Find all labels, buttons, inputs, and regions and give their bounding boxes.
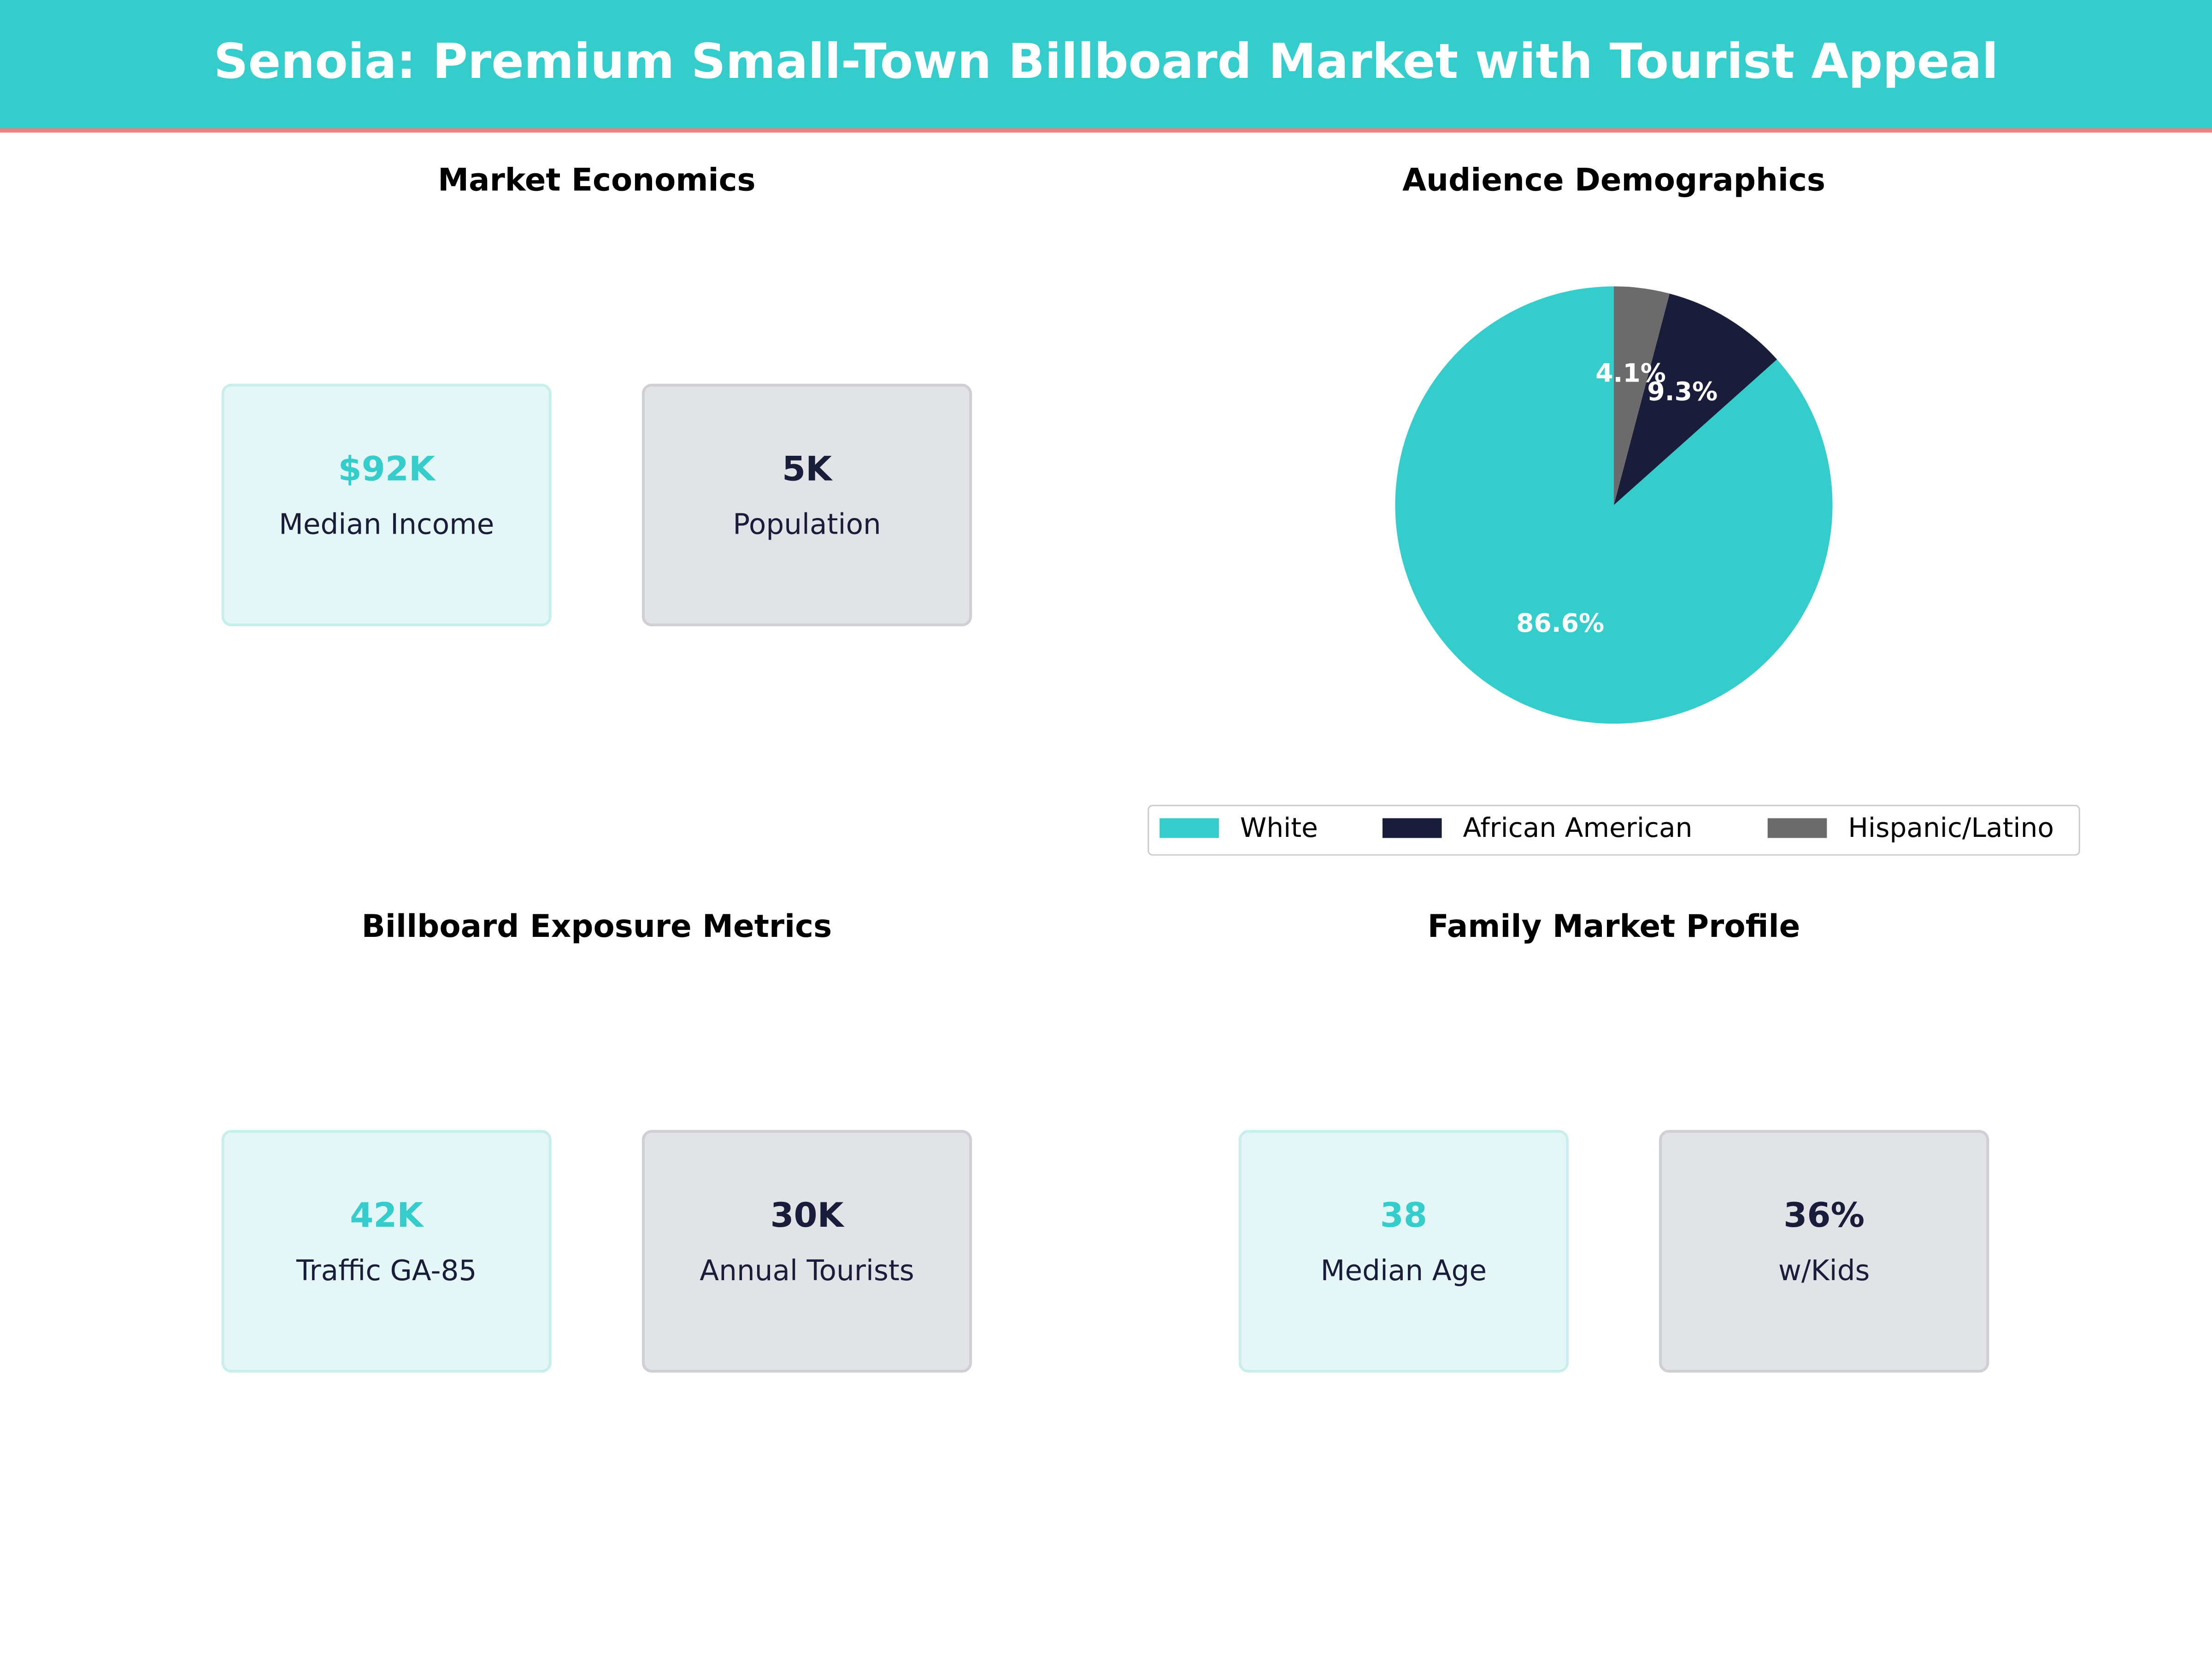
metric-card xyxy=(641,1130,972,1373)
legend-label: African American xyxy=(1463,812,1692,843)
metric-value: 42K xyxy=(350,1196,424,1235)
metric-value: $92K xyxy=(338,449,436,488)
metric-label: Annual Tourists xyxy=(700,1254,914,1287)
panel-title: Market Economics xyxy=(438,161,755,198)
legend-swatch xyxy=(1159,818,1219,838)
metric-value: 36% xyxy=(1783,1196,1865,1235)
metric-card xyxy=(641,383,972,627)
legend-swatch xyxy=(1382,818,1442,838)
legend-swatch xyxy=(1767,818,1827,838)
metric-label: Median Income xyxy=(279,508,494,541)
legend-label: White xyxy=(1240,812,1318,843)
metric-label: Traffic GA-85 xyxy=(296,1254,477,1287)
metric-value: 38 xyxy=(1380,1196,1427,1235)
slice-label: 86.6% xyxy=(1516,608,1604,638)
panel-title: Family Market Profile xyxy=(1428,908,1800,944)
pie-slice xyxy=(1395,286,1833,724)
header-bar xyxy=(0,0,2212,130)
pie-slice xyxy=(1614,286,1670,505)
legend-label: Hispanic/Latino xyxy=(1848,812,2054,843)
metric-card xyxy=(221,1130,552,1373)
metric-value: 30K xyxy=(770,1196,845,1235)
header-rule xyxy=(0,128,2212,133)
pie-slice xyxy=(1614,294,1777,505)
metric-value: 5K xyxy=(782,449,833,488)
slice-label: 4.1% xyxy=(1595,359,1666,388)
chart-title: Audience Demographics xyxy=(1402,161,1825,198)
metric-card xyxy=(1659,1130,1989,1373)
metric-card xyxy=(221,383,552,627)
legend-box xyxy=(1147,805,2080,856)
header-title: Senoia: Premium Small-Town Billboard Mar… xyxy=(214,33,1999,89)
metric-label: w/Kids xyxy=(1778,1254,1870,1287)
panel-title: Billboard Exposure Metrics xyxy=(362,908,832,944)
metric-label: Population xyxy=(733,508,881,541)
metric-card xyxy=(1238,1130,1569,1373)
slice-label: 9.3% xyxy=(1647,377,1718,406)
metric-label: Median Age xyxy=(1321,1254,1487,1287)
